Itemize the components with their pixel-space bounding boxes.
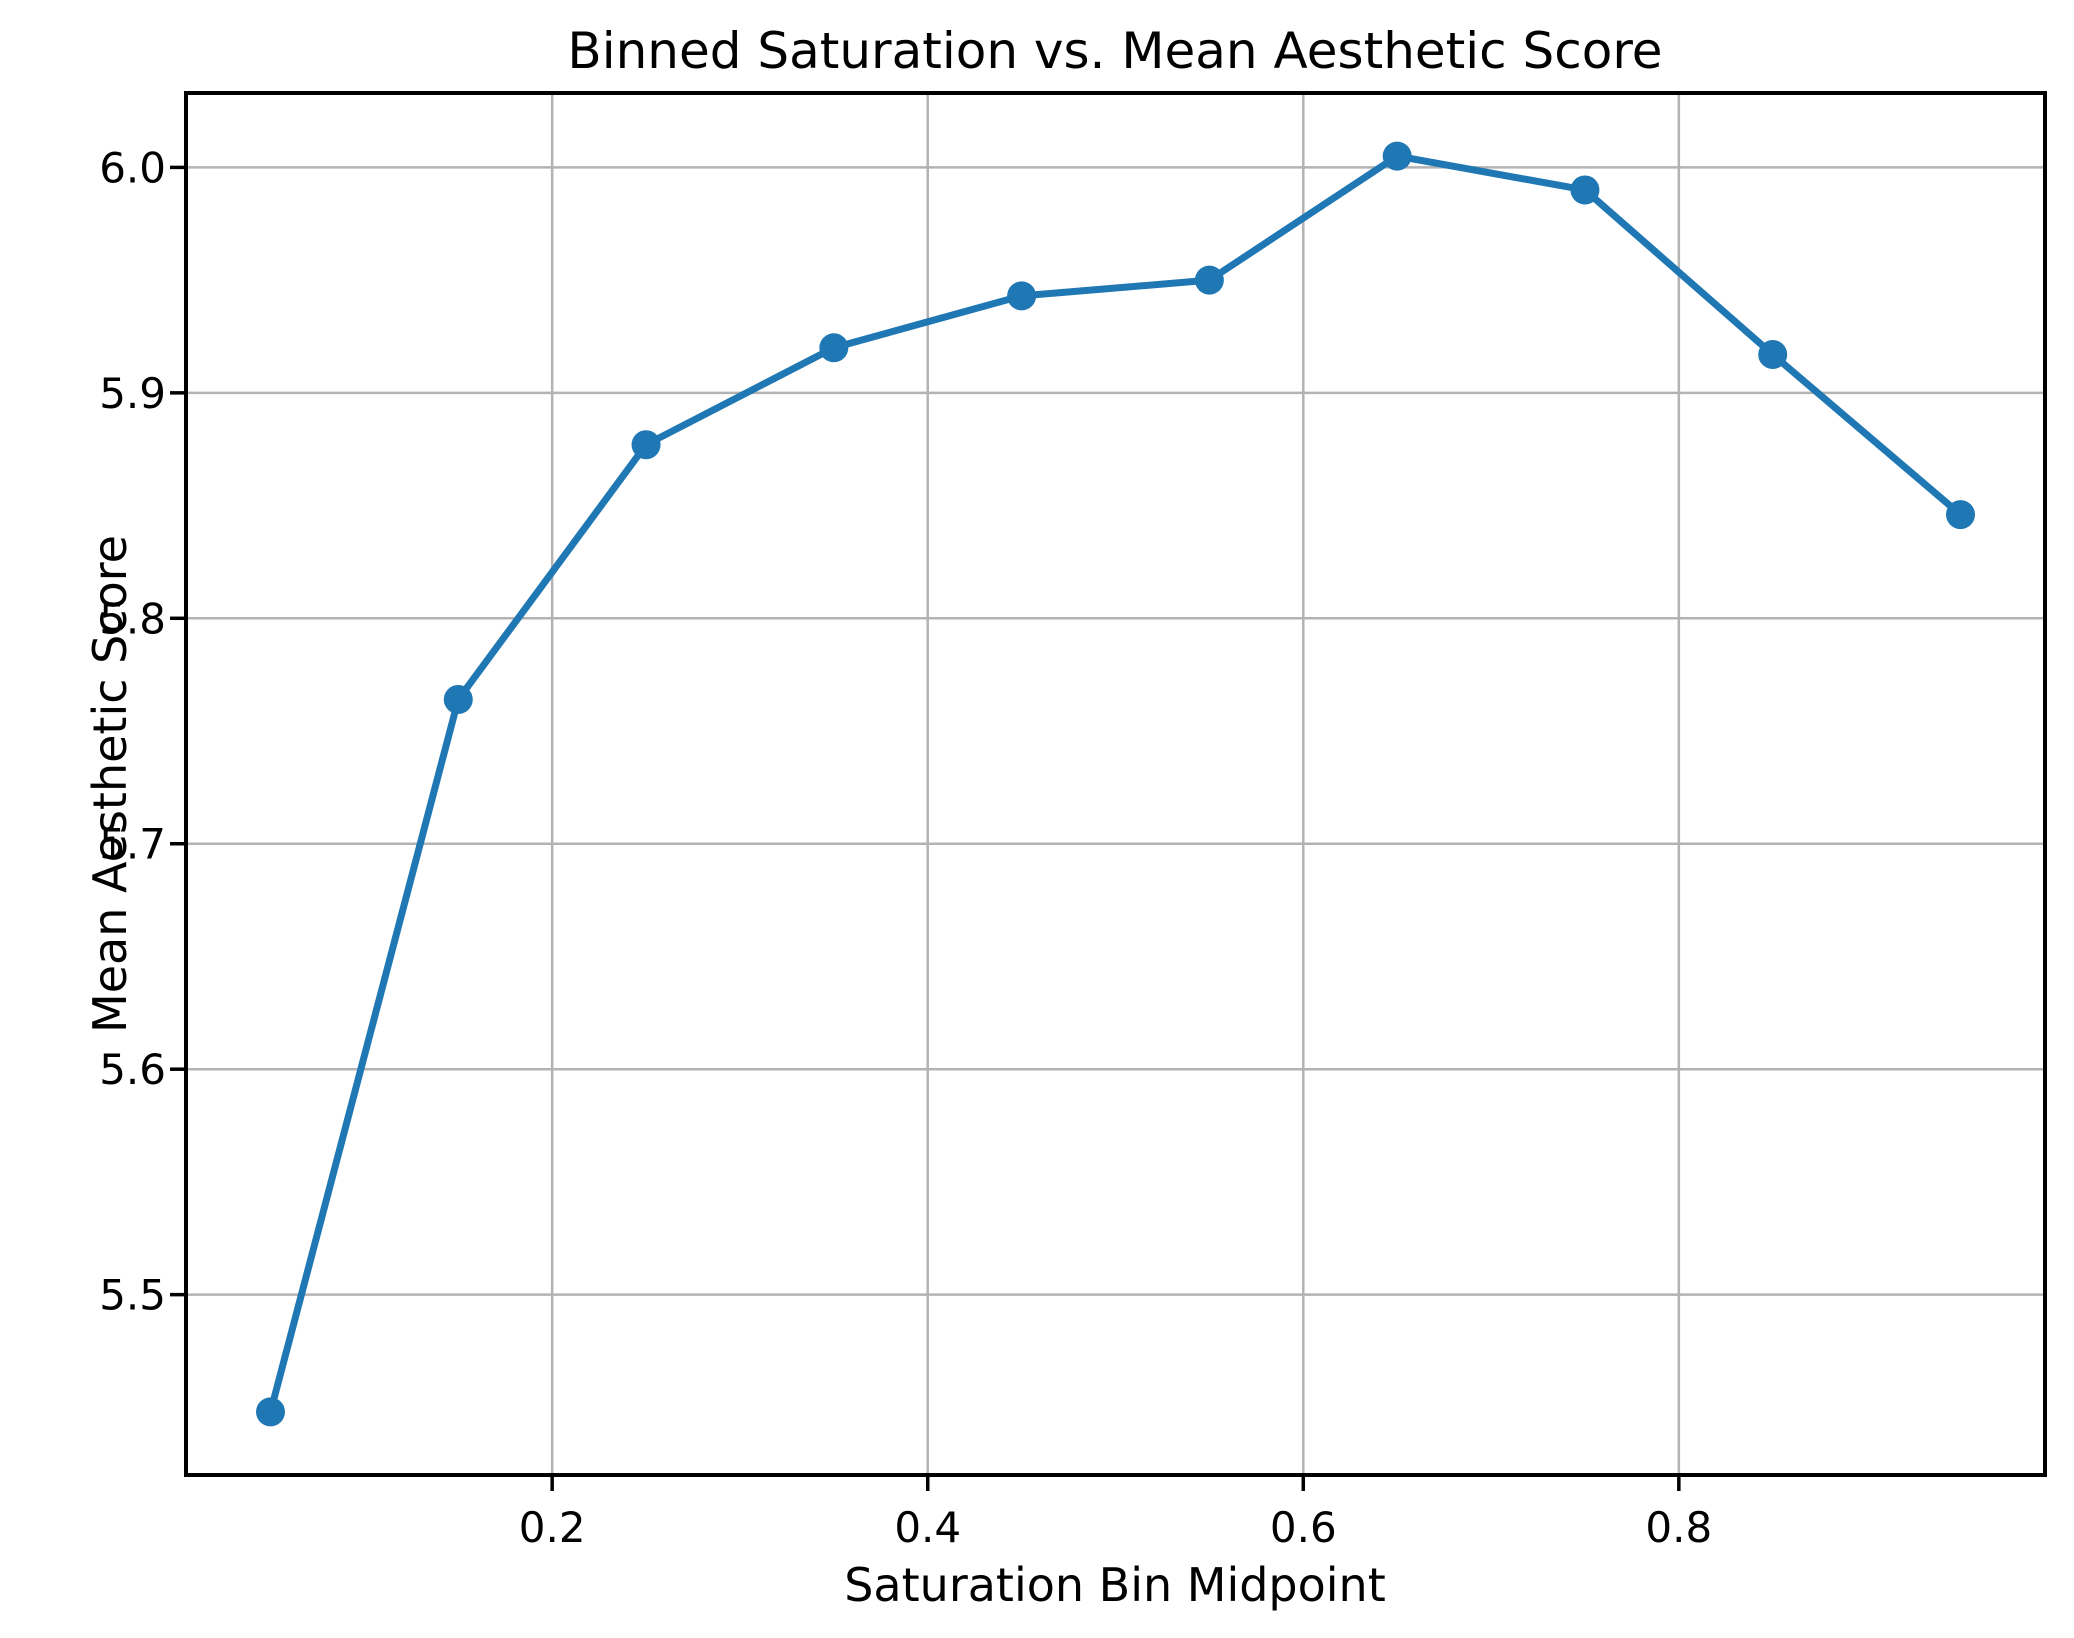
x-tick-label: 0.4: [894, 1503, 961, 1552]
data-point-marker: [443, 684, 473, 714]
y-tick-label: 5.5: [99, 1271, 166, 1320]
axis-tick-labels: 0.2 0.4 0.6 0.8 5.5 5.6 5.7 5.8 5.9 6.0: [99, 143, 1712, 1552]
y-axis-label: Mean Aesthetic Score: [83, 535, 137, 1033]
axes-spines: [184, 91, 2047, 1477]
data-point-marker: [1194, 265, 1224, 295]
axis-ticks: [170, 165, 1681, 1491]
data-series: [256, 141, 1975, 1427]
grid-lines: [186, 93, 2045, 1475]
data-point-marker: [631, 430, 661, 460]
data-point-marker: [256, 1397, 285, 1427]
data-point-marker: [1382, 141, 1412, 171]
data-point-marker: [1946, 500, 1975, 530]
y-tick-label: 5.7: [99, 820, 166, 869]
axes-frame: [184, 91, 2047, 1477]
y-tick-label: 5.6: [99, 1045, 166, 1094]
x-axis-label: Saturation Bin Midpoint: [844, 1558, 1386, 1612]
series-line: [267, 152, 1964, 1416]
y-tick-label: 6.0: [99, 143, 166, 192]
data-point-marker: [819, 333, 849, 363]
y-tick-label: 5.8: [99, 594, 166, 643]
y-tick-label: 5.9: [99, 369, 166, 418]
data-point-marker: [1758, 340, 1788, 370]
x-tick-label: 0.2: [519, 1503, 586, 1552]
x-tick-label: 0.8: [1645, 1503, 1712, 1552]
chart-title: Binned Saturation vs. Mean Aesthetic Sco…: [567, 22, 1662, 80]
data-point-marker: [1007, 281, 1037, 311]
x-tick-label: 0.6: [1270, 1503, 1337, 1552]
data-point-marker: [1570, 175, 1600, 205]
